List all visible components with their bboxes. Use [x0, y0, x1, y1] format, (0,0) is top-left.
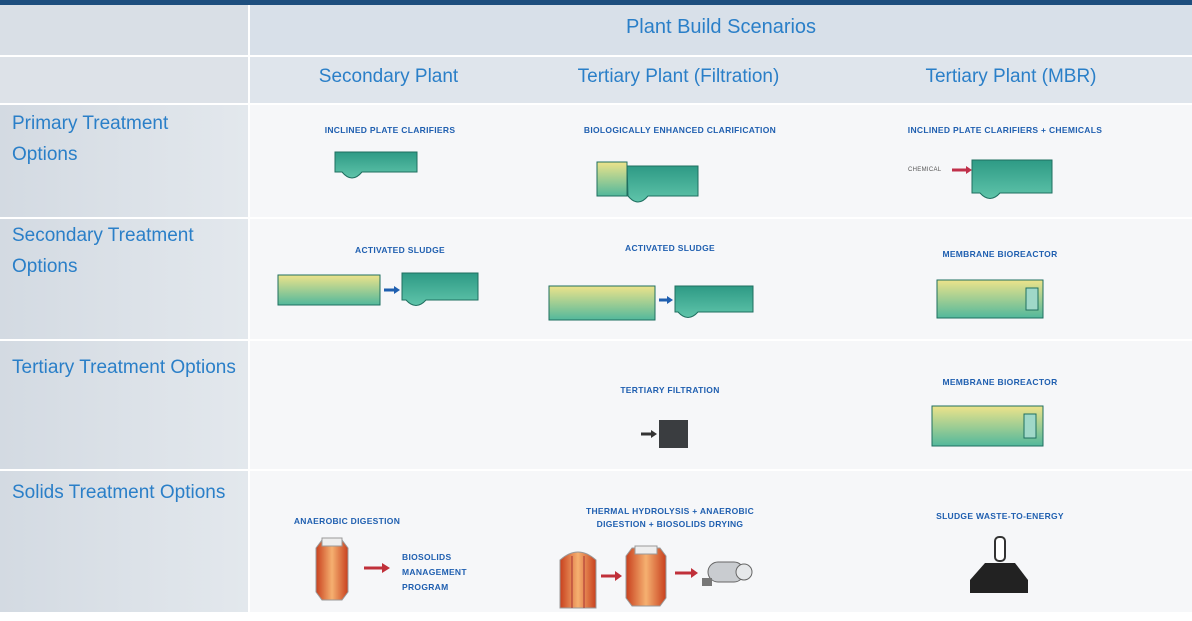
arrow-icon: [601, 571, 622, 581]
arrow-icon: [384, 286, 400, 294]
cell-caption: ANAEROBIC DIGESTION: [293, 516, 401, 526]
cell-caption: ACTIVATED SLUDGE: [625, 243, 715, 253]
row-label: Primary Treatment Options: [12, 113, 169, 165]
cell-caption: INCLINED PLATE CLARIFIERS: [324, 125, 456, 135]
arrow-icon: [675, 568, 698, 578]
filter-icon: [659, 420, 688, 448]
header-cell: [250, 57, 1192, 103]
arrow-icon: [952, 166, 972, 174]
arrow-icon: [641, 430, 657, 438]
row-label: Secondary Treatment Options: [12, 225, 194, 277]
row-label: Tertiary Treatment Options: [12, 357, 236, 378]
mbr-icon: [931, 405, 1044, 447]
row-separators: [0, 217, 1192, 471]
thermal-hydrolysis-icon: [559, 551, 597, 609]
top-bar: [0, 0, 1192, 5]
clarifier-icon: [401, 272, 479, 306]
cell-caption: MEMBRANE BIOREACTOR: [942, 249, 1058, 259]
aeration-tank-icon: [277, 274, 381, 306]
table-title: Plant Build Scenarios: [625, 16, 817, 38]
clarifier-icon: [334, 151, 418, 179]
cell-caption: BIOSOLIDS MANAGEMENT PROGRAM: [402, 552, 467, 592]
clarifier-icon: [971, 159, 1053, 199]
cell-caption: TERTIARY FILTRATION: [620, 385, 720, 395]
clarifier-icon: [674, 285, 754, 318]
furnace-icon: [970, 536, 1028, 593]
column-header: Tertiary Plant (MBR): [925, 66, 1097, 87]
arrow-icon: [364, 563, 390, 573]
dryer-icon: [702, 561, 753, 586]
mbr-icon: [936, 279, 1044, 319]
cell-caption: BIOLOGICALLY ENHANCED CLARIFICATION: [583, 125, 777, 135]
row-label-column: [0, 105, 248, 612]
cell-caption: THERMAL HYDROLYSIS + ANAEROBIC DIGESTION…: [585, 506, 755, 529]
cell-caption: INCLINED PLATE CLARIFIERS + CHEMICALS: [907, 125, 1103, 135]
column-header: Secondary Plant: [318, 66, 459, 87]
row-label: Solids Treatment Options: [12, 482, 226, 503]
header-cell: [0, 57, 248, 103]
column-header: Tertiary Plant (Filtration): [577, 66, 780, 87]
arrow-icon: [659, 296, 673, 304]
aeration-tank-icon: [548, 285, 656, 321]
chemical-label: CHEMICAL: [908, 167, 942, 173]
header-cell: [0, 5, 248, 55]
digester-icon: [315, 537, 349, 601]
header-cell: [250, 5, 1192, 55]
digester-icon: [625, 545, 667, 607]
cell-caption: ACTIVATED SLUDGE: [355, 245, 445, 255]
enhanced-clarifier-icon: [596, 161, 699, 203]
cell-caption: SLUDGE WASTE-TO-ENERGY: [936, 511, 1064, 521]
cell-caption: MEMBRANE BIOREACTOR: [942, 377, 1058, 387]
